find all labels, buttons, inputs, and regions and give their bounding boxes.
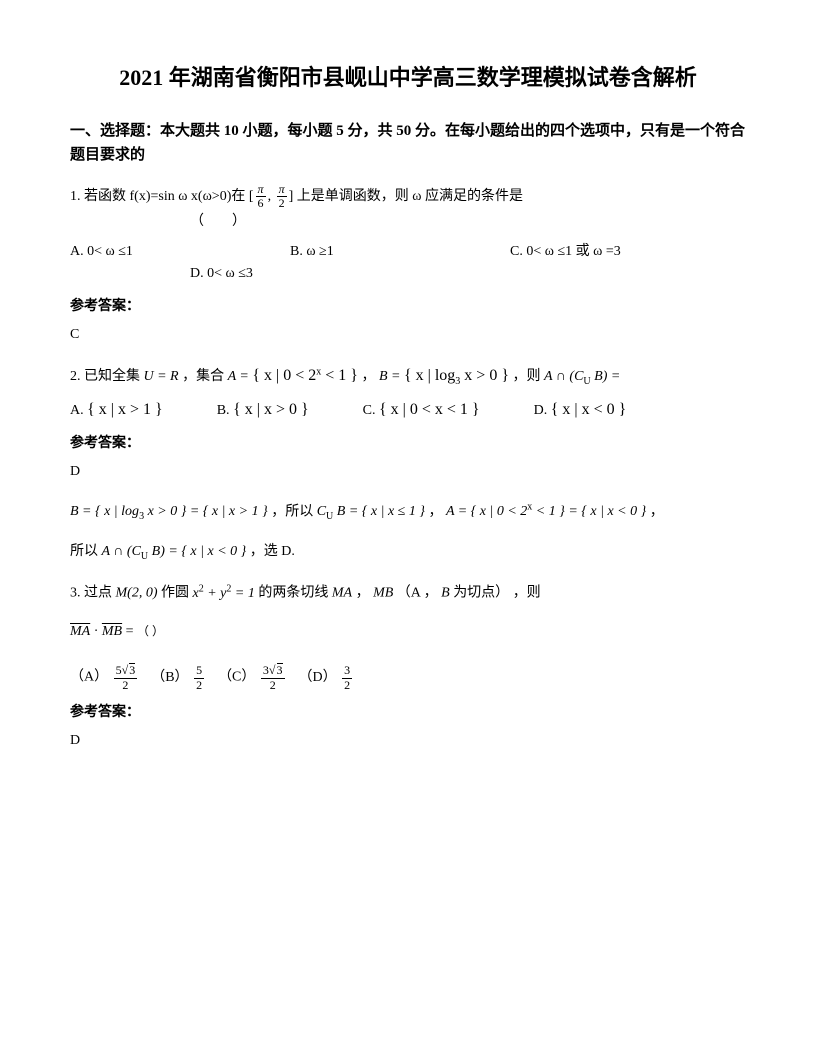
q3-options: （A） 5√32 （B） 52 （C） 3√32 （D） 32 xyxy=(70,663,746,691)
q3-circle: x2 + y2 = 1 xyxy=(193,586,255,601)
q2-stem-prefix: 2. 已知全集 xyxy=(70,369,140,384)
q1-answer-label: 参考答案： xyxy=(70,296,746,318)
q2-option-b: B. { x | x > 0 } xyxy=(217,397,309,423)
q1-answer: C xyxy=(70,324,746,346)
q3-ma: MA xyxy=(332,586,352,601)
q2-solution-line2: 所以 A ∩ (CU B) = { x | x < 0 } ，选 D. xyxy=(70,541,746,565)
q2-set-b: B = { x | log3 x > 0 } xyxy=(379,369,509,384)
q3-dot-expr: MA · MB = （ ） xyxy=(70,621,746,643)
q3-comma1: ， xyxy=(356,586,370,601)
q3-b: B xyxy=(441,586,450,601)
q1-option-a: A. 0< ω ≤1 xyxy=(70,241,290,263)
q2-option-d: D. { x | x < 0 } xyxy=(534,397,627,423)
question-1: 1. 若函数 f(x)=sin ω x(ω>0)在 [π6, π2] 上是单调函… xyxy=(70,183,746,233)
q2-ze: ，则 xyxy=(513,369,541,384)
q2-comma1: ， xyxy=(361,369,375,384)
q2-solution-line1: B = { x | log3 x > 0 } = { x | x > 1 } ，… xyxy=(70,500,746,525)
question-2: 2. 已知全集 U = R ，集合 A = { x | 0 < 2x < 1 }… xyxy=(70,363,746,390)
q3-end: ，则 xyxy=(513,586,541,601)
q1-option-d: D. 0< ω ≤3 xyxy=(190,263,253,285)
section-header: 一、选择题：本大题共 10 小题，每小题 5 分，共 50 分。在每小题给出的四… xyxy=(70,119,746,167)
q2-answer-label: 参考答案： xyxy=(70,433,746,455)
q2-option-c: C. { x | 0 < x < 1 } xyxy=(363,397,480,423)
q3-mid1: 作圆 xyxy=(161,586,189,601)
q1-options: A. 0< ω ≤1 B. ω ≥1 C. 0< ω ≤1 或 ω =3 D. … xyxy=(70,241,746,286)
q3-mid2: 的两条切线 xyxy=(258,586,328,601)
q3-mb: MB xyxy=(373,586,393,601)
q1-option-c: C. 0< ω ≤1 或 ω =3 xyxy=(510,241,730,263)
question-3: 3. 过点 M(2, 0) 作圆 x2 + y2 = 1 的两条切线 MA ， … xyxy=(70,581,746,605)
q3-point-m: M(2, 0) xyxy=(116,586,158,601)
q2-answer: D xyxy=(70,461,746,483)
q3-answer-label: 参考答案： xyxy=(70,702,746,724)
q2-set-a: A = { x | 0 < 2x < 1 } xyxy=(228,369,358,384)
q1-interval: [π6, π2] xyxy=(249,189,293,204)
q3-mid3: 为切点） xyxy=(453,586,509,601)
q3-paren-a: （A xyxy=(397,586,420,601)
q1-paren: （ ） xyxy=(190,211,246,233)
q2-universe: U = R xyxy=(144,369,179,384)
q2-expr: A ∩ (CU B) = xyxy=(544,369,620,384)
q3-answer: D xyxy=(70,730,746,752)
q2-jihe: ，集合 xyxy=(182,369,224,384)
q3-option-a: （A） 5√32 xyxy=(70,663,139,691)
document-title: 2021 年湖南省衡阳市县岘山中学高三数学理模拟试卷含解析 xyxy=(70,60,746,95)
q1-option-b: B. ω ≥1 xyxy=(290,241,510,263)
q3-stem-prefix: 3. 过点 xyxy=(70,586,112,601)
q2-options: A. { x | x > 1 } B. { x | x > 0 } C. { x… xyxy=(70,397,746,423)
q3-option-d: （D） 32 xyxy=(299,664,355,691)
q3-comma2: ， xyxy=(424,586,438,601)
q3-option-c: （C） 3√32 xyxy=(218,663,286,691)
q2-option-a: A. { x | x > 1 } xyxy=(70,397,163,423)
q1-stem-prefix: 1. 若函数 f(x)=sin ω x(ω>0)在 xyxy=(70,189,245,204)
q3-option-b: （B） 52 xyxy=(151,664,206,691)
q1-stem-suffix: 上是单调函数，则 ω 应满足的条件是 xyxy=(297,189,523,204)
